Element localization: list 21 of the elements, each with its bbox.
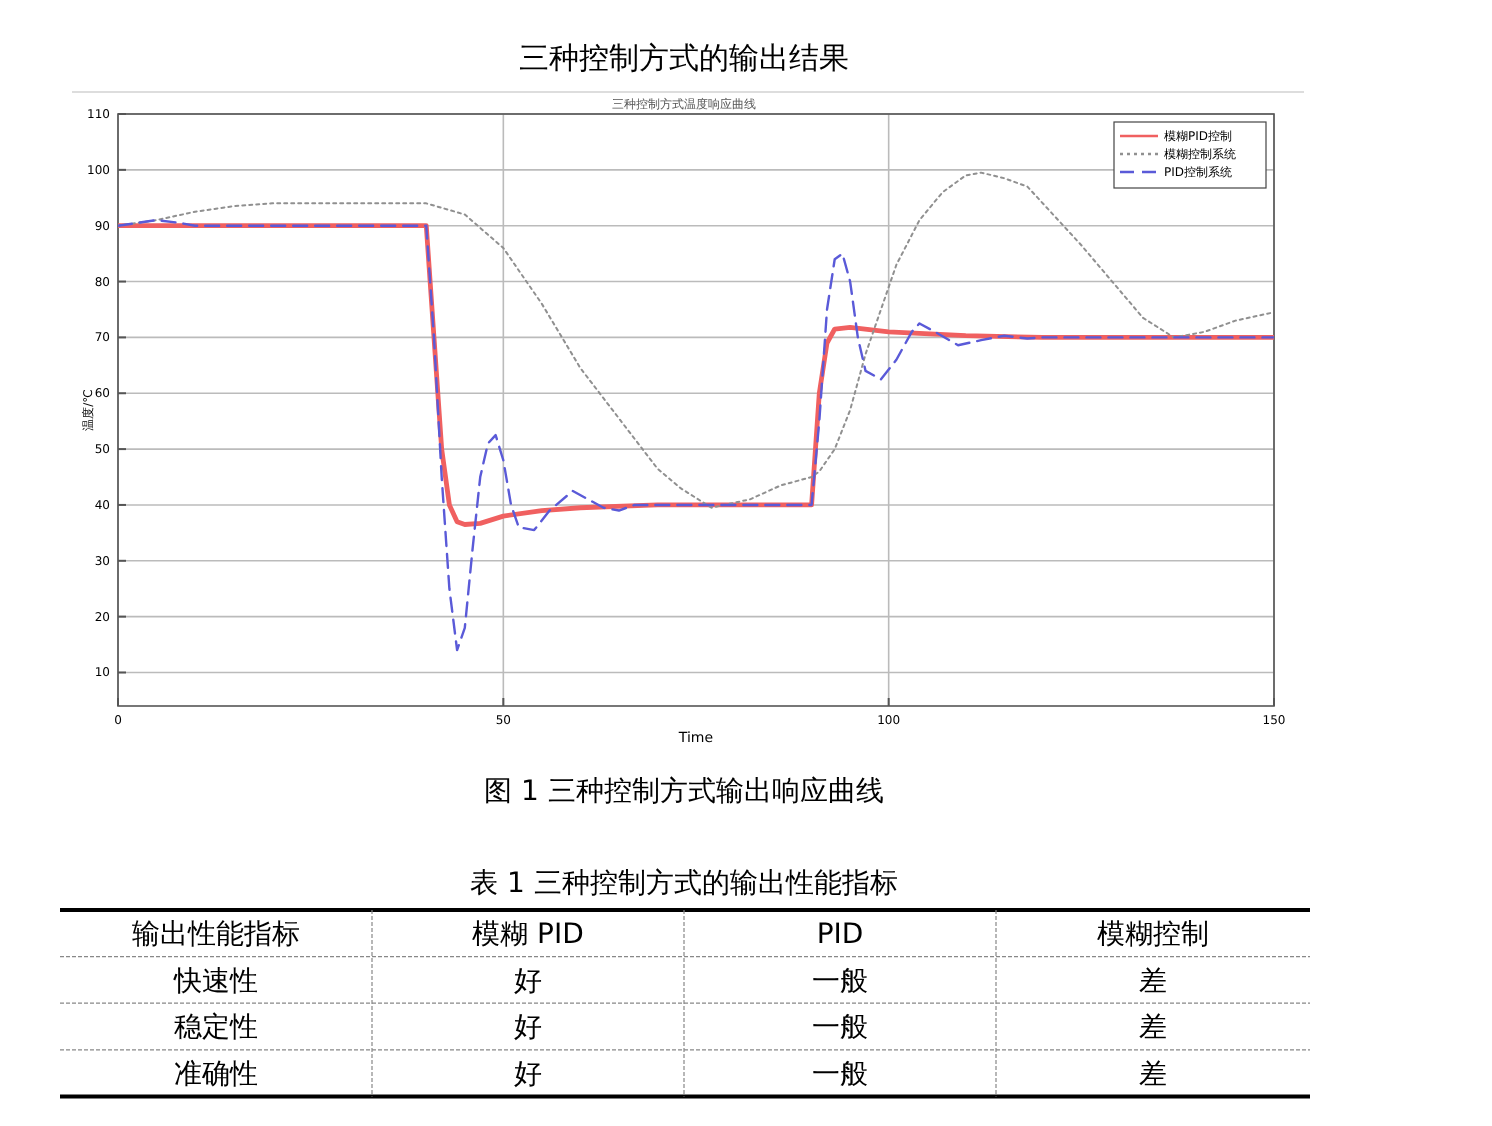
- text: 一般: [812, 1012, 868, 1045]
- text: 差: [1139, 965, 1167, 998]
- caption: 图 1 三种控制方式输出响应曲线: [484, 776, 884, 808]
- line-series: [118, 218, 1274, 652]
- text: 表 1 三种控制方式的输出性能指标: [470, 868, 898, 900]
- text: 稳定性: [174, 1012, 258, 1045]
- text: 差: [1139, 1012, 1167, 1045]
- text: 输出性能指标: [132, 919, 300, 951]
- text: 模糊 PID: [472, 919, 584, 951]
- text: 好: [514, 1058, 542, 1091]
- chart-title: 三种控制方式的输出结果: [519, 40, 849, 76]
- text: 一般: [812, 1058, 868, 1091]
- text: 准确性: [174, 1058, 258, 1091]
- text: 好: [514, 965, 542, 998]
- text: 一般: [812, 965, 868, 998]
- text: 快速性: [172, 965, 258, 998]
- text: PID: [816, 919, 864, 951]
- text: 好: [514, 1012, 542, 1045]
- text: 模糊控制: [1097, 919, 1209, 951]
- text: 差: [1139, 1058, 1167, 1091]
- line-series: [118, 223, 1274, 527]
